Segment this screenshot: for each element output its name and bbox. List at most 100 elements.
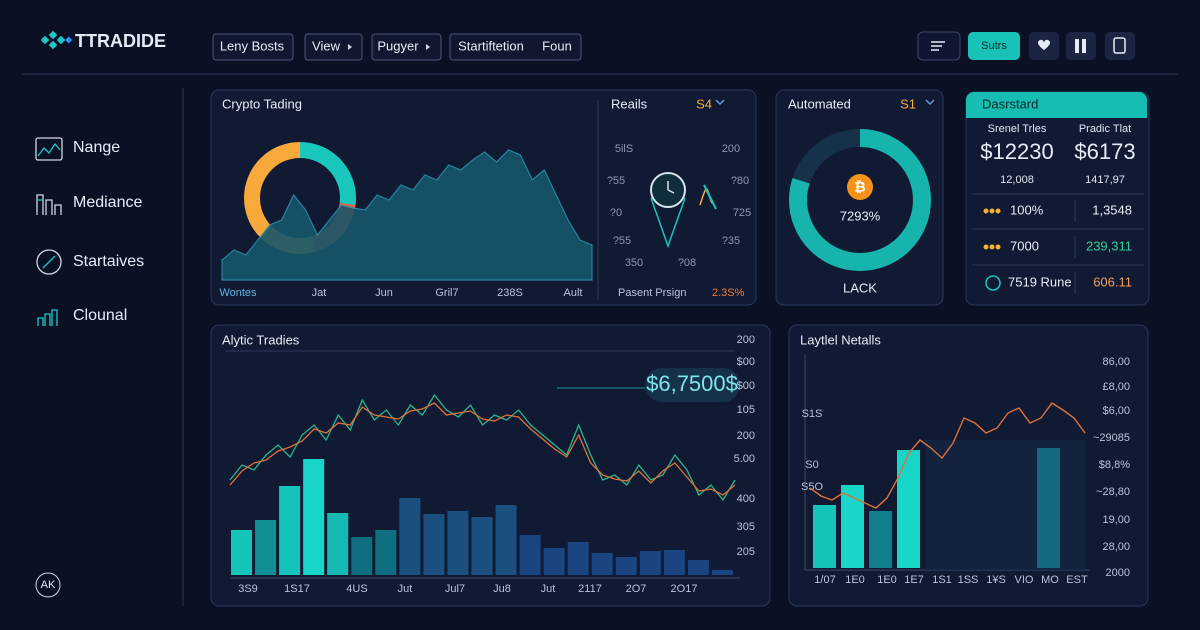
y-label: $6,00 <box>1102 405 1130 417</box>
x-label: 1SS <box>958 574 979 586</box>
logo: TTRADIDE <box>75 31 166 51</box>
left-label: S0 <box>805 459 818 471</box>
row-cell: 606.11 <box>1093 274 1132 289</box>
y-label: 86,00 <box>1102 356 1130 368</box>
dial-label: 725 <box>733 207 751 219</box>
svg-text:₿: ₿ <box>854 179 865 195</box>
row-cell: 7000 <box>1010 238 1039 253</box>
panel-title: Dasrstard <box>982 96 1038 111</box>
sidebar-item: Clounal <box>73 307 127 324</box>
row-cell: 7519 Rune <box>1008 274 1072 289</box>
x-label: 3S9 <box>238 583 258 595</box>
gauge-label: 7293% <box>840 208 881 223</box>
badge-circle <box>35 572 61 598</box>
panel-value: S1 <box>900 96 916 111</box>
bar <box>303 459 325 575</box>
y-label: $8,8% <box>1099 459 1130 471</box>
x-label: EST <box>1066 574 1088 586</box>
bar <box>279 486 301 575</box>
tab: Foun <box>542 38 572 53</box>
dial-label: 350 <box>625 257 643 269</box>
x-label: 1E7 <box>904 574 924 586</box>
bar <box>615 557 637 575</box>
x-label: MO <box>1041 574 1059 586</box>
row-dot <box>995 208 1001 214</box>
row-dot <box>995 244 1001 250</box>
tab: Leny Bosts <box>220 38 285 53</box>
left-label: S1S <box>802 408 823 420</box>
sidebar-item: Mediance <box>73 194 142 211</box>
total: $6173 <box>1074 139 1135 164</box>
x-label: 2117 <box>578 583 602 595</box>
panel-value: S4 <box>696 96 712 111</box>
bar <box>663 550 685 575</box>
footer-value: 2.3S% <box>712 287 745 299</box>
price-line <box>229 393 736 502</box>
x-label: Jul7 <box>445 583 465 595</box>
y-label: 19,00 <box>1102 514 1130 526</box>
panel-title: Laytlel Netalls <box>800 332 881 347</box>
row-cell: 239,311 <box>1086 238 1132 253</box>
y-label: $00 <box>737 356 755 368</box>
panel-title: Crypto Tading <box>222 96 302 111</box>
bar <box>567 542 589 575</box>
bar <box>327 513 349 575</box>
y-label: £8,00 <box>1102 381 1130 393</box>
y-label: 205 <box>737 546 755 558</box>
row-dot <box>983 244 989 250</box>
area <box>221 149 593 281</box>
y-label: 5.00 <box>734 453 755 465</box>
x-label: Ju8 <box>493 583 511 595</box>
dial-label: ?08 <box>678 257 696 269</box>
footer: Pasent Prsign <box>618 287 686 299</box>
header-buttons <box>917 31 1135 61</box>
x-label: Jun <box>375 287 393 299</box>
x-label: 1E0 <box>845 574 865 586</box>
gauge-arc <box>789 129 931 271</box>
bar <box>841 485 864 568</box>
line <box>809 402 1086 509</box>
y-label: $00 <box>737 380 755 392</box>
bar <box>591 553 613 575</box>
x-label: VIO <box>1015 574 1034 586</box>
x-label: 1/07 <box>814 574 835 586</box>
bar <box>231 530 253 575</box>
x-label: 1¥S <box>986 574 1006 586</box>
bar <box>687 560 709 575</box>
subtotal: 12,008 <box>1000 174 1034 186</box>
dial-label: 5ilS <box>615 143 633 155</box>
dial-label: ?0 <box>610 207 622 219</box>
sidebar-item: Startaives <box>73 253 144 270</box>
logo-icon <box>40 30 73 50</box>
column-header: Pradic Tlat <box>1079 123 1131 135</box>
bar <box>423 514 445 575</box>
bar <box>869 511 892 568</box>
dial-label: ?55 <box>607 175 625 187</box>
bar <box>375 530 397 575</box>
panel-title: Automated <box>788 96 851 111</box>
tab-boxes <box>212 33 582 61</box>
x-label: 1S1 <box>932 574 952 586</box>
bar <box>255 520 277 575</box>
y-label: 400 <box>737 493 755 505</box>
x-label: 2O17 <box>671 583 698 595</box>
bar <box>471 517 493 575</box>
tab: View <box>312 38 341 53</box>
x-label: 1S17 <box>284 583 310 595</box>
bar <box>543 548 565 575</box>
y-label: ~28,80 <box>1096 486 1130 498</box>
x-label: Ault <box>564 287 583 299</box>
x-label: Jut <box>398 583 413 595</box>
sidebar-item: Nange <box>73 139 120 156</box>
y-label: 105 <box>737 404 755 416</box>
y-label: 305 <box>737 521 755 533</box>
x-label: 238S <box>497 287 523 299</box>
total: $12230 <box>980 139 1053 164</box>
x-label: 2O7 <box>626 583 647 595</box>
subtotal: 1417,97 <box>1085 174 1125 186</box>
x-label: Jut <box>541 583 556 595</box>
row-dot <box>983 208 989 214</box>
x-label: Gril7 <box>435 287 458 299</box>
tab: Pugyer <box>377 38 419 53</box>
x-label: 4US <box>346 583 367 595</box>
